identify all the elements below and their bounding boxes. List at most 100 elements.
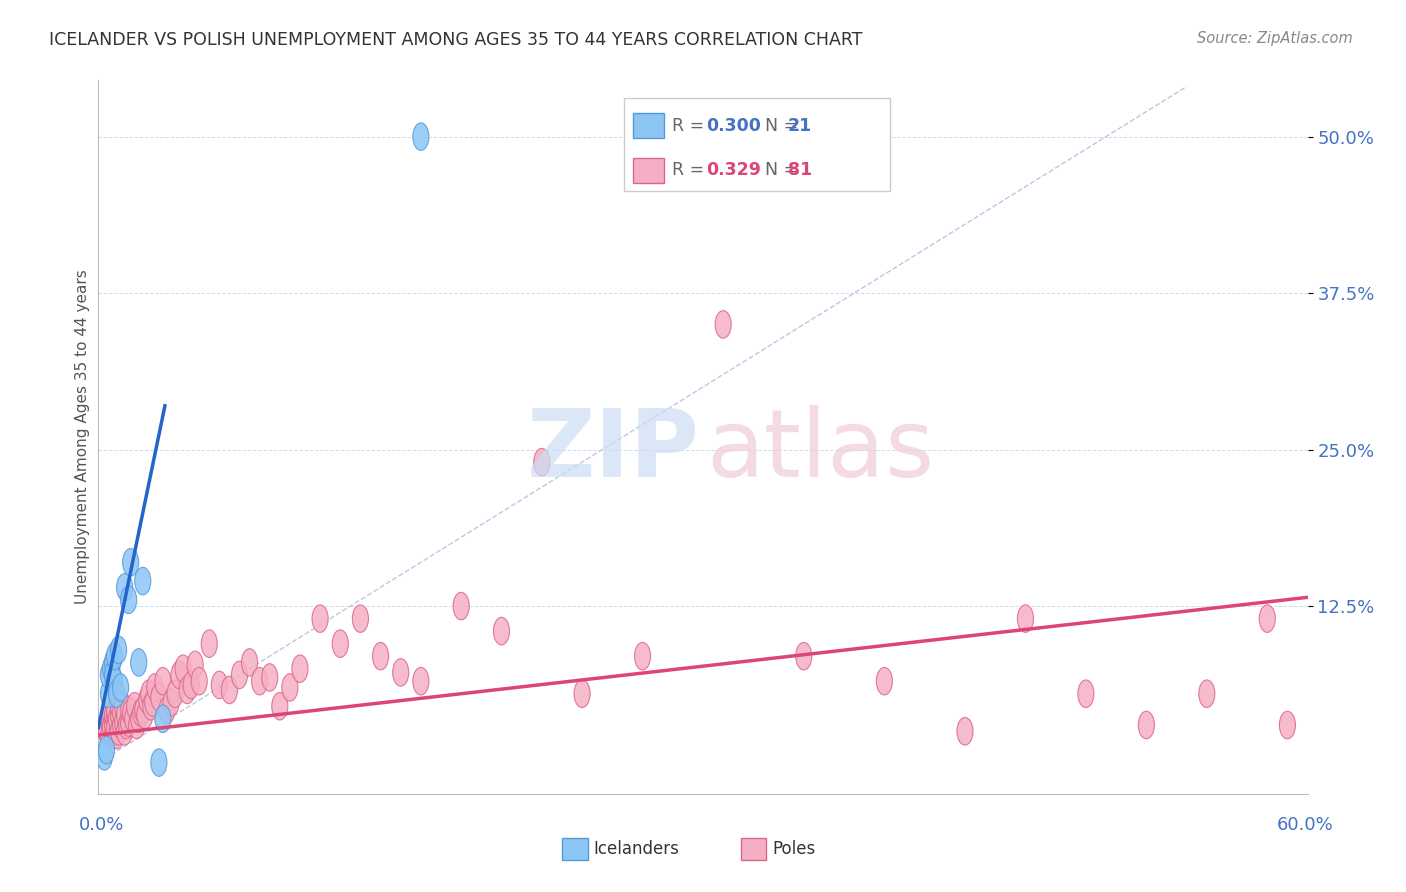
Ellipse shape bbox=[108, 705, 125, 732]
Ellipse shape bbox=[232, 661, 247, 689]
Ellipse shape bbox=[145, 689, 160, 716]
Ellipse shape bbox=[131, 705, 146, 732]
Text: 81: 81 bbox=[787, 161, 811, 179]
Ellipse shape bbox=[159, 697, 174, 723]
Text: atlas: atlas bbox=[707, 405, 935, 498]
Ellipse shape bbox=[108, 680, 125, 707]
Ellipse shape bbox=[1260, 605, 1275, 632]
Ellipse shape bbox=[107, 697, 122, 723]
Ellipse shape bbox=[174, 655, 191, 682]
Ellipse shape bbox=[796, 642, 811, 670]
Text: ZIP: ZIP bbox=[526, 405, 699, 498]
Text: 0.0%: 0.0% bbox=[79, 816, 124, 834]
Ellipse shape bbox=[271, 692, 288, 720]
Ellipse shape bbox=[281, 673, 298, 701]
Ellipse shape bbox=[98, 736, 114, 764]
Ellipse shape bbox=[104, 722, 121, 748]
Ellipse shape bbox=[252, 667, 267, 695]
Ellipse shape bbox=[121, 709, 136, 736]
Ellipse shape bbox=[141, 680, 157, 707]
Ellipse shape bbox=[112, 711, 129, 739]
Ellipse shape bbox=[574, 680, 591, 707]
Ellipse shape bbox=[1279, 711, 1295, 739]
Ellipse shape bbox=[332, 630, 349, 657]
Ellipse shape bbox=[107, 705, 122, 732]
Ellipse shape bbox=[108, 722, 125, 748]
Ellipse shape bbox=[103, 714, 118, 741]
Ellipse shape bbox=[129, 711, 145, 739]
Ellipse shape bbox=[373, 642, 388, 670]
Ellipse shape bbox=[111, 692, 127, 720]
Ellipse shape bbox=[139, 686, 155, 714]
Ellipse shape bbox=[155, 667, 172, 695]
Ellipse shape bbox=[957, 717, 973, 745]
Ellipse shape bbox=[292, 655, 308, 682]
Ellipse shape bbox=[136, 701, 153, 729]
Ellipse shape bbox=[163, 689, 179, 716]
Ellipse shape bbox=[262, 664, 278, 691]
Ellipse shape bbox=[100, 680, 117, 707]
Ellipse shape bbox=[122, 698, 139, 726]
Text: Source: ZipAtlas.com: Source: ZipAtlas.com bbox=[1197, 31, 1353, 46]
Ellipse shape bbox=[242, 648, 257, 676]
Ellipse shape bbox=[201, 630, 218, 657]
Ellipse shape bbox=[453, 592, 470, 620]
Ellipse shape bbox=[122, 549, 139, 576]
Ellipse shape bbox=[107, 667, 122, 695]
Text: N =: N = bbox=[754, 161, 803, 179]
Ellipse shape bbox=[143, 692, 159, 720]
Ellipse shape bbox=[392, 658, 409, 686]
Ellipse shape bbox=[135, 697, 150, 723]
Text: ICELANDER VS POLISH UNEMPLOYMENT AMONG AGES 35 TO 44 YEARS CORRELATION CHART: ICELANDER VS POLISH UNEMPLOYMENT AMONG A… bbox=[49, 31, 863, 49]
Ellipse shape bbox=[104, 661, 121, 689]
Ellipse shape bbox=[135, 567, 150, 595]
Ellipse shape bbox=[413, 667, 429, 695]
Ellipse shape bbox=[187, 651, 204, 679]
Ellipse shape bbox=[114, 709, 131, 736]
Text: Poles: Poles bbox=[772, 840, 815, 858]
Ellipse shape bbox=[112, 673, 129, 701]
Ellipse shape bbox=[167, 680, 183, 707]
Ellipse shape bbox=[1078, 680, 1094, 707]
Text: 21: 21 bbox=[787, 117, 811, 135]
Ellipse shape bbox=[107, 642, 122, 670]
Ellipse shape bbox=[494, 617, 509, 645]
Ellipse shape bbox=[534, 449, 550, 476]
Ellipse shape bbox=[150, 683, 167, 711]
Ellipse shape bbox=[103, 711, 118, 739]
Text: R =: R = bbox=[672, 161, 710, 179]
Ellipse shape bbox=[183, 671, 200, 698]
Ellipse shape bbox=[146, 673, 163, 701]
Text: 0.329: 0.329 bbox=[706, 161, 761, 179]
Ellipse shape bbox=[103, 655, 118, 682]
Ellipse shape bbox=[221, 676, 238, 704]
Ellipse shape bbox=[111, 717, 127, 745]
Ellipse shape bbox=[172, 661, 187, 689]
Ellipse shape bbox=[211, 671, 228, 698]
Ellipse shape bbox=[179, 676, 195, 704]
Ellipse shape bbox=[100, 705, 117, 732]
Ellipse shape bbox=[104, 701, 121, 729]
Ellipse shape bbox=[97, 742, 112, 770]
Ellipse shape bbox=[98, 717, 114, 745]
Ellipse shape bbox=[118, 711, 135, 739]
Ellipse shape bbox=[634, 642, 651, 670]
Text: R =: R = bbox=[672, 117, 710, 135]
Ellipse shape bbox=[132, 698, 149, 726]
Ellipse shape bbox=[121, 697, 136, 723]
Ellipse shape bbox=[100, 722, 117, 748]
Ellipse shape bbox=[1018, 605, 1033, 632]
Ellipse shape bbox=[117, 717, 132, 745]
Ellipse shape bbox=[104, 711, 121, 739]
Ellipse shape bbox=[716, 310, 731, 338]
Ellipse shape bbox=[127, 692, 143, 720]
Ellipse shape bbox=[104, 648, 121, 676]
Ellipse shape bbox=[1139, 711, 1154, 739]
Ellipse shape bbox=[111, 636, 127, 664]
Text: Icelanders: Icelanders bbox=[593, 840, 679, 858]
Text: 60.0%: 60.0% bbox=[1277, 816, 1333, 834]
Y-axis label: Unemployment Among Ages 35 to 44 years: Unemployment Among Ages 35 to 44 years bbox=[75, 269, 90, 605]
Ellipse shape bbox=[117, 701, 132, 729]
Ellipse shape bbox=[876, 667, 893, 695]
Ellipse shape bbox=[100, 661, 117, 689]
